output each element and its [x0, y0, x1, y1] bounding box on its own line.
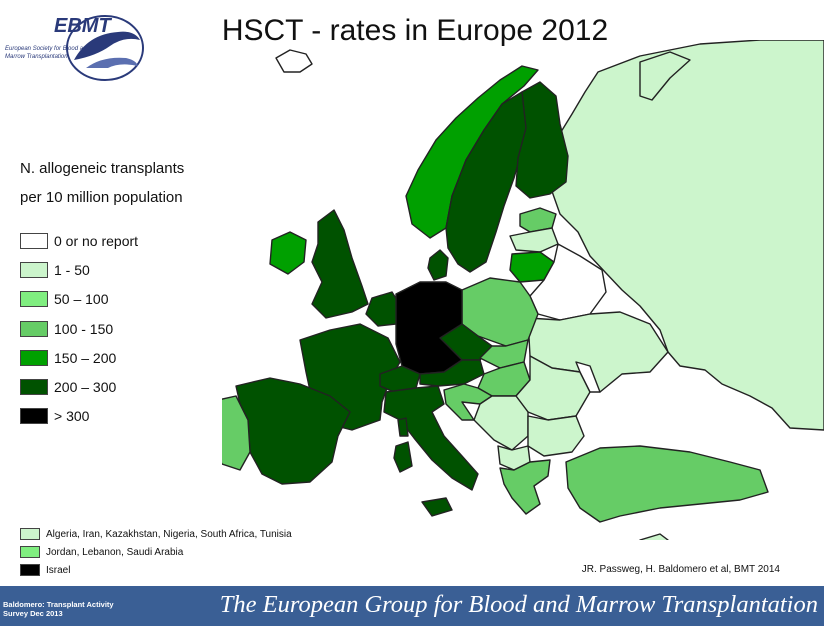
legend-label-5: 200 – 300 [54, 379, 117, 396]
legend-item-4: 150 – 200 [20, 343, 138, 372]
region-ireland [269, 231, 307, 275]
legend-swatch-2 [20, 291, 48, 308]
legend-title-line2: per 10 million population [20, 189, 183, 206]
note-label-2: Israel [46, 564, 71, 576]
region-latvia [509, 227, 559, 253]
note-swatch-1 [20, 546, 40, 558]
footer-left-line1: Baldomero: Transplant Activity [3, 600, 114, 609]
region-croatia [443, 383, 493, 421]
note-label-1: Jordan, Lebanon, Saudi Arabia [46, 546, 184, 558]
logo-subtitle-1: European Society for Blood and [5, 46, 90, 52]
region-portugal [222, 395, 251, 471]
legend-swatch-0 [20, 232, 48, 249]
note-swatch-2 [20, 564, 40, 576]
footer-right-text: The European Group for Blood and Marrow … [219, 591, 818, 618]
ebmt-logo: EBMT European Society for Blood and Marr… [5, 15, 144, 81]
region-uk [311, 209, 369, 319]
legend-swatch-5 [20, 379, 48, 396]
europe-map [222, 40, 824, 540]
region-greece [499, 459, 551, 515]
region-denmark [427, 249, 449, 281]
legend-item-0: 0 or no report [20, 226, 138, 255]
region-bulgaria [527, 415, 585, 457]
legend-label-2: 50 – 100 [54, 291, 109, 308]
region-corsica [397, 417, 409, 437]
region-serbia [473, 395, 529, 451]
note-item-2: Israel [20, 561, 292, 579]
footer-left-line2: Survey Dec 2013 [3, 609, 63, 618]
logo-globe-icon [66, 15, 144, 81]
legend: 0 or no report 1 - 50 50 – 100 100 - 150… [20, 226, 138, 431]
region-finland [515, 81, 569, 199]
legend-label-3: 100 - 150 [54, 320, 114, 337]
region-sardinia [393, 441, 413, 473]
region-moldova [575, 361, 601, 393]
region-novaya-zemlya [639, 51, 691, 101]
logo-name: EBMT [54, 15, 112, 37]
legend-swatch-6 [20, 408, 48, 425]
legend-item-6: > 300 [20, 402, 138, 431]
legend-label-0: 0 or no report [54, 232, 139, 249]
legend-label-1: 1 - 50 [54, 261, 90, 278]
footer-banner: Baldomero: Transplant Activity Survey De… [0, 586, 824, 626]
logo-subtitle-2: Marrow Transplantation [5, 54, 68, 60]
note-swatch-0 [20, 528, 40, 540]
note-label-0: Algeria, Iran, Kazakhstan, Nigeria, Sout… [46, 528, 292, 540]
legend-item-2: 50 – 100 [20, 285, 138, 314]
legend-swatch-3 [20, 320, 48, 337]
legend-item-1: 1 - 50 [20, 255, 138, 284]
legend-swatch-4 [20, 349, 48, 366]
region-turkey [565, 445, 769, 523]
legend-item-5: 200 – 300 [20, 372, 138, 401]
credit-text: JR. Passweg, H. Baldomero et al, BMT 201… [581, 564, 780, 575]
legend-label-6: > 300 [54, 408, 90, 425]
footer-left: Baldomero: Transplant Activity Survey De… [3, 600, 114, 618]
region-sicily [421, 497, 453, 517]
note-item-0: Algeria, Iran, Kazakhstan, Nigeria, Sout… [20, 525, 292, 543]
legend-swatch-1 [20, 261, 48, 278]
notes: Algeria, Iran, Kazakhstan, Nigeria, Sout… [20, 525, 292, 579]
legend-item-3: 100 - 150 [20, 314, 138, 343]
note-item-1: Jordan, Lebanon, Saudi Arabia [20, 543, 292, 561]
legend-title-line1: N. allogeneic transplants [20, 160, 185, 177]
region-iceland [275, 49, 313, 73]
region-cyprus [639, 533, 669, 540]
legend-label-4: 150 – 200 [54, 349, 117, 366]
page-title: HSCT - rates in Europe 2012 [221, 14, 609, 47]
region-germany [395, 281, 463, 375]
